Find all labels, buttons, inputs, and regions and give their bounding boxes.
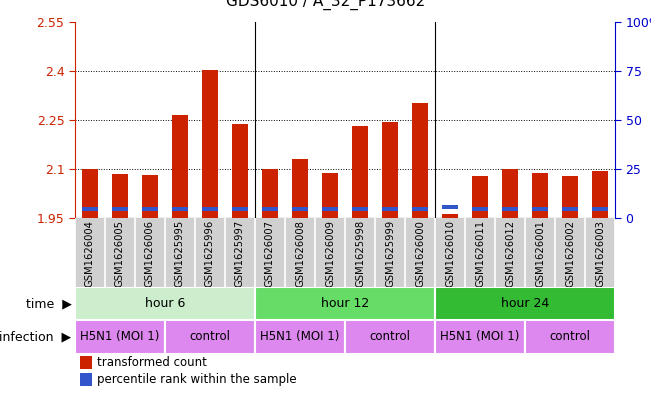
Text: GSM1626000: GSM1626000 <box>415 220 425 287</box>
Text: hour 12: hour 12 <box>321 297 369 310</box>
Bar <box>202 207 218 211</box>
Text: hour 6: hour 6 <box>145 297 185 310</box>
Text: GSM1626007: GSM1626007 <box>265 220 275 287</box>
Bar <box>435 287 615 320</box>
Text: GSM1625997: GSM1625997 <box>235 220 245 287</box>
Bar <box>81 207 98 211</box>
Bar <box>172 207 188 211</box>
Bar <box>262 207 278 211</box>
Bar <box>442 205 458 209</box>
Bar <box>592 171 609 218</box>
Bar <box>352 127 368 218</box>
Text: GSM1625998: GSM1625998 <box>355 220 365 287</box>
Bar <box>232 207 248 211</box>
Bar <box>525 320 615 354</box>
Bar <box>532 207 548 211</box>
Bar <box>80 373 92 386</box>
Text: GSM1626003: GSM1626003 <box>595 220 605 287</box>
Bar <box>202 70 218 218</box>
Bar <box>562 207 579 211</box>
Bar <box>165 320 255 354</box>
Bar <box>142 174 158 218</box>
Text: GSM1626002: GSM1626002 <box>565 220 575 287</box>
Bar <box>562 176 579 218</box>
Bar <box>75 287 255 320</box>
Text: infection  ▶: infection ▶ <box>0 331 72 343</box>
Bar <box>502 207 518 211</box>
Text: H5N1 (MOI 1): H5N1 (MOI 1) <box>80 331 159 343</box>
Bar <box>292 159 309 218</box>
Text: control: control <box>189 331 230 343</box>
Bar <box>472 176 488 218</box>
Bar <box>322 207 339 211</box>
Bar <box>111 174 128 218</box>
Bar <box>75 320 165 354</box>
Text: GSM1626008: GSM1626008 <box>295 220 305 287</box>
Text: hour 24: hour 24 <box>501 297 549 310</box>
Text: GDS6010 / A_32_P173662: GDS6010 / A_32_P173662 <box>226 0 425 10</box>
Bar <box>592 207 609 211</box>
Bar <box>111 207 128 211</box>
Text: GSM1626009: GSM1626009 <box>325 220 335 287</box>
Bar <box>232 124 248 218</box>
Bar <box>381 121 398 218</box>
Text: time  ▶: time ▶ <box>26 297 72 310</box>
Text: GSM1626005: GSM1626005 <box>115 220 125 287</box>
Text: GSM1625999: GSM1625999 <box>385 220 395 287</box>
Text: GSM1626012: GSM1626012 <box>505 220 515 287</box>
Text: GSM1626011: GSM1626011 <box>475 220 485 287</box>
Text: control: control <box>370 331 411 343</box>
Text: percentile rank within the sample: percentile rank within the sample <box>98 373 297 386</box>
Bar <box>262 169 278 218</box>
Text: GSM1626006: GSM1626006 <box>145 220 155 287</box>
Text: transformed count: transformed count <box>98 356 207 369</box>
Text: control: control <box>549 331 590 343</box>
Bar <box>142 207 158 211</box>
Bar <box>345 320 435 354</box>
Bar <box>472 207 488 211</box>
Bar <box>255 320 345 354</box>
Bar <box>532 173 548 218</box>
Bar <box>172 115 188 218</box>
Bar <box>352 207 368 211</box>
Bar <box>442 214 458 218</box>
Text: GSM1626010: GSM1626010 <box>445 220 455 287</box>
Text: H5N1 (MOI 1): H5N1 (MOI 1) <box>441 331 519 343</box>
Bar <box>80 356 92 369</box>
Bar <box>435 320 525 354</box>
Text: H5N1 (MOI 1): H5N1 (MOI 1) <box>260 331 340 343</box>
Bar <box>255 287 435 320</box>
Bar <box>292 207 309 211</box>
Text: GSM1625996: GSM1625996 <box>205 220 215 287</box>
Text: GSM1625995: GSM1625995 <box>175 220 185 287</box>
Text: GSM1626001: GSM1626001 <box>535 220 545 287</box>
Bar <box>381 207 398 211</box>
Bar <box>322 173 339 218</box>
Bar <box>502 169 518 218</box>
Bar <box>81 169 98 218</box>
Bar <box>412 103 428 218</box>
Bar <box>412 207 428 211</box>
Text: GSM1626004: GSM1626004 <box>85 220 95 287</box>
